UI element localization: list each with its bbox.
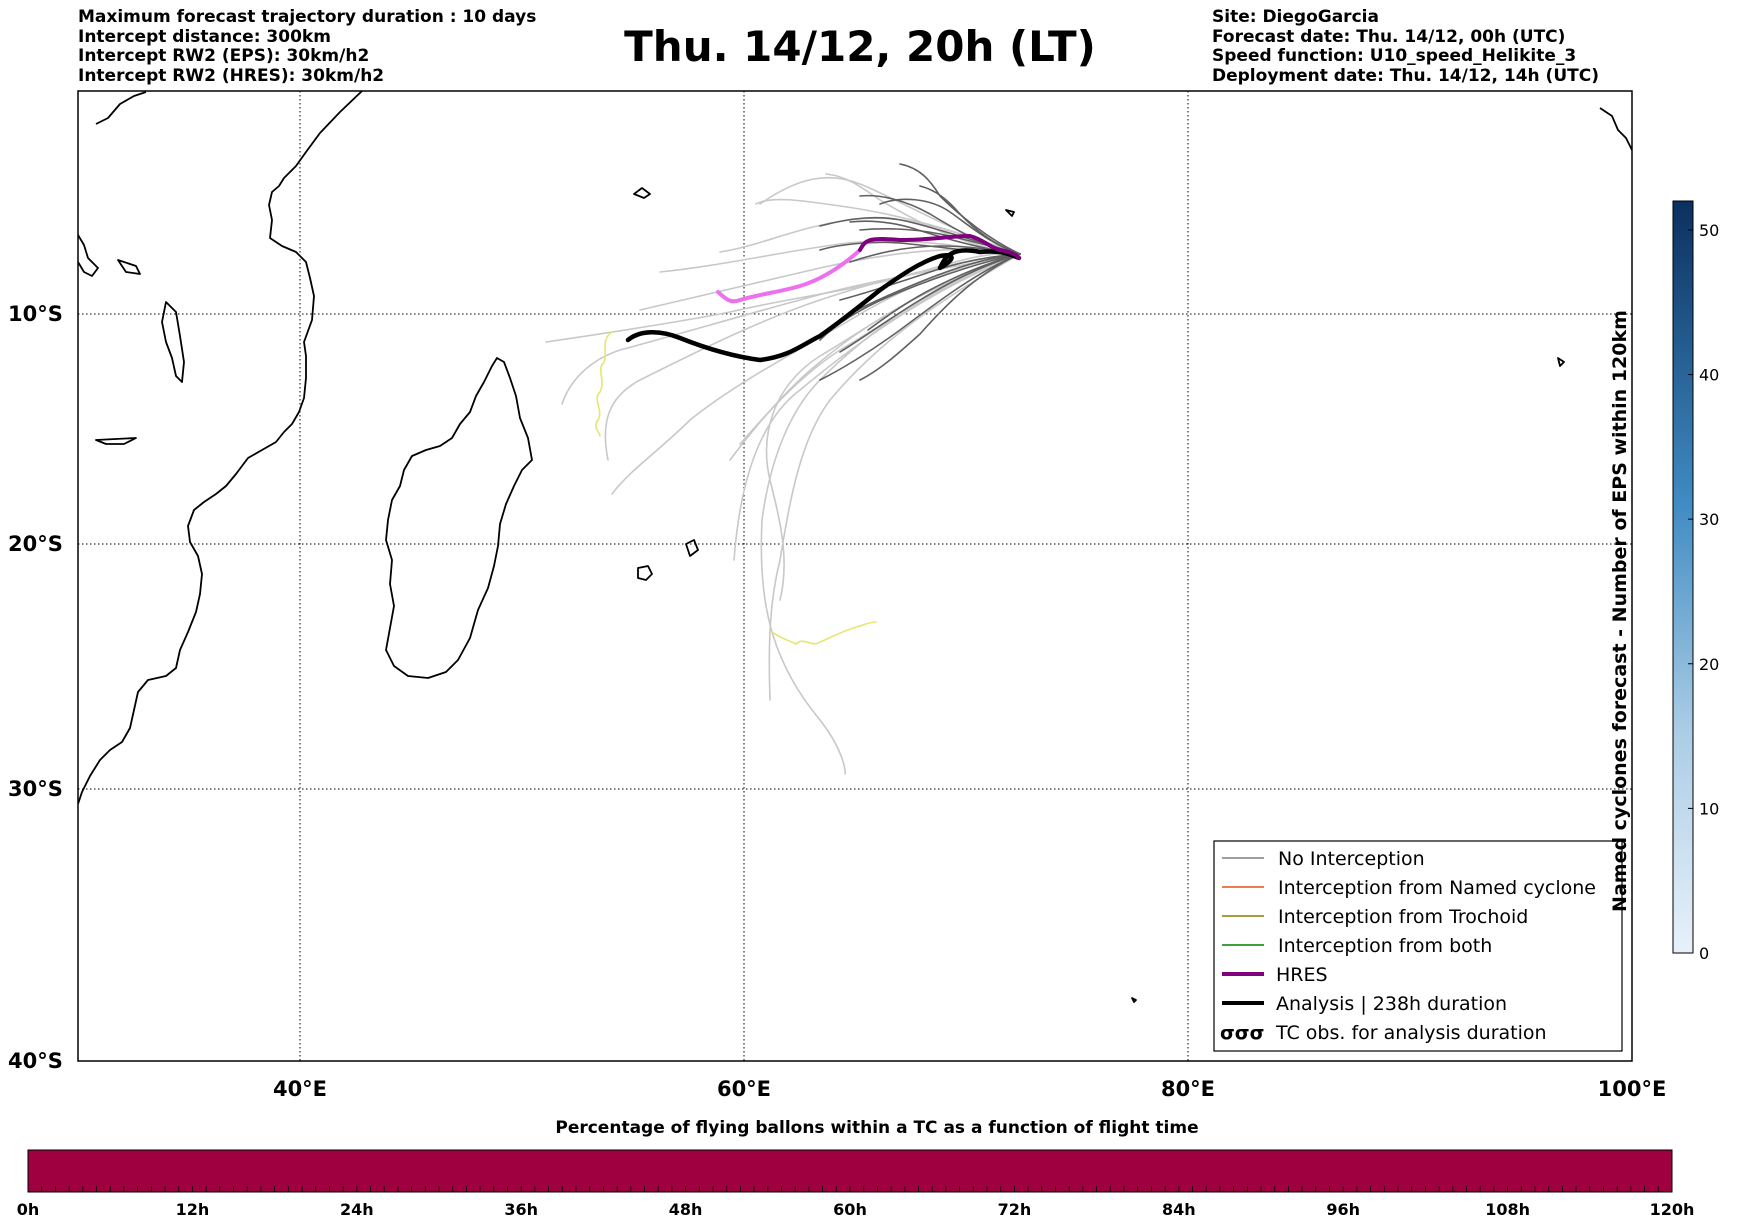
eps-colorbar-label: Named cyclones forecast - Number of EPS … [1609, 310, 1631, 912]
eps-colorbar-tick-label: 10 [1699, 799, 1719, 818]
lat-label-20s: 20°S [8, 532, 63, 556]
mauritius-coastline [685, 539, 699, 557]
flight-time-colorbar-tick-label: 72h [998, 1200, 1032, 1219]
eps-colorbar-tick-label: 0 [1699, 944, 1709, 963]
legend-label-no-interception: No Interception [1278, 848, 1425, 870]
flight-time-colorbar-labels: 0h 12h 24h 36h 48h 60h 72h 84h 96h 108h 120h [17, 1200, 1695, 1219]
hres-track-light [716, 248, 862, 304]
madagascar-coastline [385, 357, 533, 679]
eps-colorbar-tick-label: 40 [1699, 366, 1719, 385]
lake-coastline-2 [95, 437, 137, 445]
eps-colorbar-tick-label: 20 [1699, 655, 1719, 674]
eps-colorbar-tick-label: 30 [1699, 510, 1719, 529]
east-coast-fragment [1599, 107, 1632, 151]
intercept-distance-text: Intercept distance: 300km [78, 26, 331, 47]
island-amsterdam [1131, 997, 1137, 1003]
legend-label-trochoid: Interception from Trochoid [1278, 906, 1528, 928]
lon-label-100e: 100°E [1598, 1077, 1667, 1101]
analysis-track [625, 248, 1022, 363]
lon-label-60e: 60°E [717, 1077, 771, 1101]
eps-colorbar-gradient [1672, 200, 1694, 954]
eps-colorbar: 0 10 20 30 40 50 [1672, 200, 1719, 963]
legend-label-both: Interception from both [1278, 935, 1492, 957]
intercept-hres-text: Intercept RW2 (HRES): 30km/h2 [78, 65, 385, 86]
map-legend: σσσ No Interception Interception from Na… [1213, 840, 1623, 1052]
island-seychelles [1005, 209, 1015, 217]
flight-time-colorbar-tick-label: 84h [1162, 1200, 1196, 1219]
flight-time-colorbar-fill [27, 1149, 1673, 1193]
flight-time-colorbar: 0h 12h 24h 36h 48h 60h 72h 84h 96h 108h 120h [17, 1149, 1695, 1219]
deployment-date-text: Deployment date: Thu. 14/12, 14h (UTC) [1212, 65, 1599, 86]
africa-horn-coast [78, 234, 99, 277]
eps-colorbar-ticks: 0 10 20 30 40 50 [1688, 221, 1719, 963]
lake-coastline-3 [117, 259, 141, 275]
flight-time-colorbar-tick-label: 36h [504, 1200, 538, 1219]
socotra-coastline [633, 187, 651, 199]
legend-tc-symbol: σσσ [1220, 1022, 1264, 1044]
tc-observation-tracks [594, 331, 877, 645]
legend-label-hres: HRES [1276, 964, 1328, 986]
flight-time-colorbar-tick-label: 96h [1326, 1200, 1360, 1219]
header-right-info: Site: DiegoGarcia Forecast date: Thu. 14… [1212, 7, 1599, 86]
flight-time-colorbar-title: Percentage of flying ballons within a TC… [555, 1118, 1199, 1138]
legend-label-tc-obs: TC obs. for analysis duration [1275, 1022, 1547, 1044]
island-chagos [1557, 357, 1565, 367]
map-title: Thu. 14/12, 20h (LT) [624, 22, 1096, 71]
max-duration-text: Maximum forecast trajectory duration : 1… [78, 7, 537, 27]
site-text: Site: DiegoGarcia [1212, 7, 1379, 27]
hres-track [858, 234, 1021, 260]
legend-label-named-cyclone: Interception from Named cyclone [1278, 877, 1596, 899]
lon-label-80e: 80°E [1161, 1077, 1215, 1101]
lat-label-10s: 10°S [8, 302, 63, 326]
lat-label-40s: 40°S [8, 1049, 63, 1073]
flight-time-colorbar-tick-label: 12h [176, 1200, 210, 1219]
flight-time-colorbar-tick-label: 120h [1650, 1200, 1695, 1219]
flight-time-colorbar-tick-label: 60h [833, 1200, 867, 1219]
eps-colorbar-tick-label: 50 [1699, 221, 1719, 240]
flight-time-colorbar-tick-label: 24h [340, 1200, 374, 1219]
intercept-eps-text: Intercept RW2 (EPS): 30km/h2 [78, 46, 370, 66]
speed-function-text: Speed function: U10_speed_Helikite_3 [1212, 46, 1577, 66]
lon-label-40e: 40°E [273, 1077, 327, 1101]
reunion-coastline [637, 565, 653, 581]
africa-coastline [78, 91, 363, 805]
legend-box [1213, 840, 1623, 1052]
flight-time-colorbar-minor-ticks [41, 1186, 1659, 1192]
forecast-date-text: Forecast date: Thu. 14/12, 00h (UTC) [1212, 26, 1566, 47]
lake-coastline [161, 301, 185, 383]
flight-time-colorbar-tick-label: 108h [1485, 1200, 1530, 1219]
map-frame [77, 90, 1633, 1062]
header-left-info: Maximum forecast trajectory duration : 1… [78, 7, 537, 86]
lat-label-30s: 30°S [8, 777, 63, 801]
legend-label-analysis: Analysis | 238h duration [1276, 993, 1507, 1015]
flight-time-colorbar-tick-label: 0h [17, 1200, 40, 1219]
arabia-coastline [95, 91, 147, 125]
flight-time-colorbar-tick-label: 48h [669, 1200, 703, 1219]
